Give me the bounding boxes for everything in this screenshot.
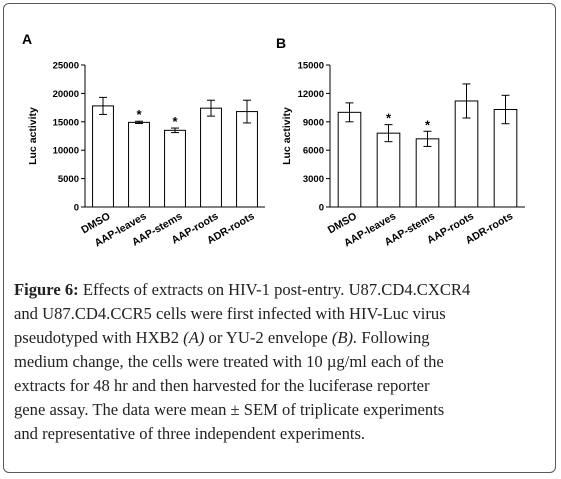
panel-a-y-tick-label-3: 15000: [53, 117, 79, 128]
panel-a-bar-4: [236, 111, 258, 208]
panel-b-y-tick-label-5: 15000: [298, 61, 324, 72]
panel-b-bar-2: [415, 138, 440, 208]
panel-b-y-tick-label-0: 0: [319, 203, 324, 214]
panel-a-bar-2: [164, 129, 186, 208]
caption-line-5: extracts for 48 hr and then harvested fo…: [14, 376, 430, 395]
caption-ref-b: (B).: [331, 328, 358, 347]
panel-b-y-tick-label-3: 9000: [303, 117, 324, 128]
panel-a-bar-1: [128, 121, 150, 208]
panel-a-y-tick-label-1: 5000: [58, 174, 79, 185]
panel-b-bar-0: [337, 111, 362, 208]
figure-frame: [3, 3, 556, 473]
panel-b-bar-1: [376, 132, 401, 208]
panel-b-y-axis-label: Luc activity: [281, 107, 293, 165]
panel-a-y-tick-label-0: 0: [74, 203, 79, 214]
panel-a-bar-3: [200, 107, 222, 208]
panel-a-bar-0: [92, 105, 114, 208]
caption-figure-label: Figure 6:: [14, 280, 79, 299]
panel-b-y-tick-label-4: 12000: [298, 89, 324, 100]
panel-b-significance-2: *: [425, 117, 431, 132]
panel-a-y-tick-label-4: 20000: [53, 89, 79, 100]
figure-caption: Figure 6: Effects of extracts on HIV-1 p…: [14, 278, 548, 446]
caption-ref-a: (A): [183, 328, 205, 347]
caption-line-3-after: Following: [361, 328, 430, 347]
panel-b-y-tick-label-1: 3000: [303, 174, 324, 185]
caption-line-4: medium change, the cells were treated wi…: [14, 352, 444, 371]
caption-line-2: and U87.CD4.CCR5 cells were first infect…: [14, 304, 446, 323]
caption-line-3-mid: or YU-2 envelope: [208, 328, 328, 347]
panel-a-significance-1: *: [136, 107, 142, 122]
panel-b-letter: B: [276, 35, 286, 51]
caption-line-3-before: pseudotyped with HXB2: [14, 328, 180, 347]
panel-a-significance-2: *: [172, 114, 178, 129]
caption-line-1: Effects of extracts on HIV-1 post-entry.…: [82, 280, 471, 299]
panel-a-letter: A: [22, 31, 32, 47]
panel-b-significance-1: *: [386, 111, 392, 126]
caption-line-6: gene assay. The data were mean ± SEM of …: [14, 400, 445, 419]
panel-a-y-tick-label-5: 25000: [53, 61, 79, 72]
panel-a-y-axis-label: Luc activity: [27, 107, 39, 165]
panel-b-y-tick-label-2: 6000: [303, 146, 324, 157]
panel-a-y-tick-label-2: 10000: [53, 146, 79, 157]
caption-line-7: and representative of three independent …: [14, 424, 366, 443]
